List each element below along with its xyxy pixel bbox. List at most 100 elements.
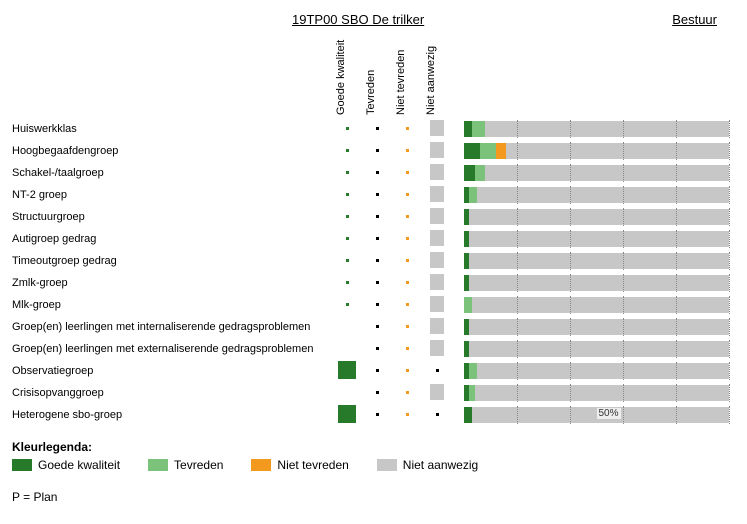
row-label: Structuurgroep: [12, 211, 332, 223]
dot-marker: [406, 325, 409, 328]
row-markers: [332, 360, 452, 381]
stacked-bar: [464, 231, 729, 247]
gridline: [570, 164, 571, 182]
table-row: Structuurgroep: [12, 206, 735, 228]
row-markers: [332, 338, 452, 359]
dot-marker: [406, 281, 409, 284]
absent-marker: [430, 274, 444, 290]
gridline: [570, 318, 571, 336]
dot-marker: [346, 149, 349, 152]
absent-marker: [430, 318, 444, 334]
table-row: Crisisopvanggroep: [12, 382, 735, 404]
gridline: [623, 120, 624, 138]
legend-swatch: [251, 459, 271, 471]
gridline: [517, 384, 518, 402]
dot-marker: [346, 259, 349, 262]
gridline: [623, 230, 624, 248]
gridline: [676, 274, 677, 292]
gridline: [729, 252, 730, 270]
marker-cell: [362, 360, 392, 381]
page-title[interactable]: 19TP00 SBO De trilker: [292, 12, 424, 27]
bar-segment: [475, 165, 486, 181]
bar-bg: [464, 275, 729, 291]
column-header-label: Niet tevreden: [395, 50, 407, 115]
table-row: Observatiegroep: [12, 360, 735, 382]
marker-cell: [362, 228, 392, 249]
table-row: Zmlk-groep: [12, 272, 735, 294]
table-row: Groep(en) leerlingen met internaliserend…: [12, 316, 735, 338]
gridline: [676, 340, 677, 358]
marker-cell: [392, 184, 422, 205]
row-label: NT-2 groep: [12, 189, 332, 201]
marker-cell: [422, 360, 452, 381]
gridline: [517, 274, 518, 292]
marker-cell: [422, 294, 452, 315]
marker-cell: [362, 316, 392, 337]
dot-marker: [376, 127, 379, 130]
dot-marker: [436, 413, 439, 416]
dot-marker: [376, 171, 379, 174]
marker-cell: [362, 272, 392, 293]
table-row: Autigroep gedrag: [12, 228, 735, 250]
marker-cell: [392, 118, 422, 139]
marker-cell: [422, 382, 452, 403]
gridline: [729, 120, 730, 138]
row-label: Observatiegroep: [12, 365, 332, 377]
bar-bg: [464, 341, 729, 357]
bestuur-link[interactable]: Bestuur: [672, 12, 717, 27]
marker-cell: [392, 272, 422, 293]
marker-cell: [332, 140, 362, 161]
marker-cell: [422, 184, 452, 205]
row-label: Autigroep gedrag: [12, 233, 332, 245]
legend-item: Goede kwaliteit: [12, 458, 120, 472]
gridline: [517, 142, 518, 160]
bar-segment: [464, 143, 480, 159]
gridline: [570, 406, 571, 424]
dot-marker: [376, 281, 379, 284]
legend-item: Niet aanwezig: [377, 458, 478, 472]
absent-marker: [430, 186, 444, 202]
marker-cell: [392, 360, 422, 381]
gridline: [729, 230, 730, 248]
gridline: [729, 142, 730, 160]
dot-marker: [376, 391, 379, 394]
marker-cell: [362, 118, 392, 139]
absent-marker: [430, 296, 444, 312]
dot-marker: [406, 127, 409, 130]
gridline: [623, 362, 624, 380]
legend-title: Kleurlegenda:: [12, 440, 735, 454]
gridline: [729, 186, 730, 204]
gridline: [729, 406, 730, 424]
bar-segment: [464, 341, 469, 357]
block-marker: [338, 405, 356, 423]
gridline: [729, 164, 730, 182]
legend-swatch: [377, 459, 397, 471]
stacked-bar: [464, 275, 729, 291]
row-markers: [332, 272, 452, 293]
row-markers: [332, 404, 452, 425]
marker-cell: [392, 162, 422, 183]
bar-bg: [464, 297, 729, 313]
marker-cell: [422, 228, 452, 249]
table-row: Hoogbegaafdengroep: [12, 140, 735, 162]
stacked-bar: [464, 143, 729, 159]
absent-marker: [430, 340, 444, 356]
bar-segment: [464, 275, 469, 291]
marker-cell: [332, 360, 362, 381]
marker-cell: [362, 338, 392, 359]
gridline: [676, 230, 677, 248]
gridline: [570, 186, 571, 204]
dot-marker: [346, 215, 349, 218]
dot-marker: [376, 413, 379, 416]
row-label: Groep(en) leerlingen met internaliserend…: [12, 321, 332, 333]
column-header-label: Goede kwaliteit: [335, 40, 347, 115]
legend-swatch: [148, 459, 168, 471]
gridline: [623, 296, 624, 314]
bar-segment: [496, 143, 507, 159]
gridline: [729, 384, 730, 402]
legend-label: Niet tevreden: [277, 458, 348, 472]
dot-marker: [406, 259, 409, 262]
table-row: Timeoutgroep gedrag: [12, 250, 735, 272]
marker-cell: [392, 250, 422, 271]
bar-segment: [480, 143, 496, 159]
